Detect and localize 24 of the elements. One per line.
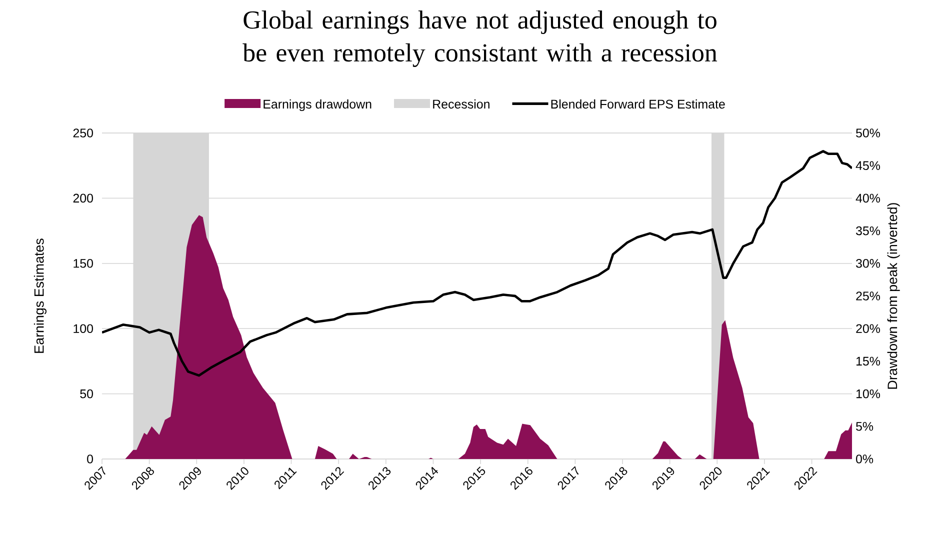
y2-tick-label: 0% [856,454,874,464]
y2-axis-title: Drawdown from peak (inverted) [887,203,900,389]
y-tick-label: 150 [74,258,93,268]
y2-tick-label: 20% [856,324,880,334]
y2-tick-label: 35% [856,226,880,236]
y-tick-label: 200 [73,194,93,203]
y2-tick-label: 45% [856,161,880,170]
legend-label: Recession [433,99,490,109]
legend-label: Blended Forward EPS Estimate [551,99,725,109]
y-tick-label: 50 [80,389,94,398]
y-tick-label: 0 [87,454,94,464]
y2-tick-label: 30% [856,259,880,268]
y-tick-label: 100 [74,324,93,334]
line-series [102,150,852,377]
y2-tick-label: 25% [856,292,880,300]
y2-tick-label: 40% [856,194,880,203]
y-axis-title: Earnings Estimates [34,238,46,353]
y2-tick-label: 15% [856,356,880,366]
chart-title: Global earnings have not adjusted enough to be even remotely consistant with a recession [242,10,718,67]
y2-tick-label: 50% [856,128,880,138]
y2-tick-label: 5% [856,422,874,431]
y-tick-label: 250 [73,128,93,138]
legend-label: Earnings drawdown [264,99,372,112]
y2-tick-label: 10% [856,389,880,398]
